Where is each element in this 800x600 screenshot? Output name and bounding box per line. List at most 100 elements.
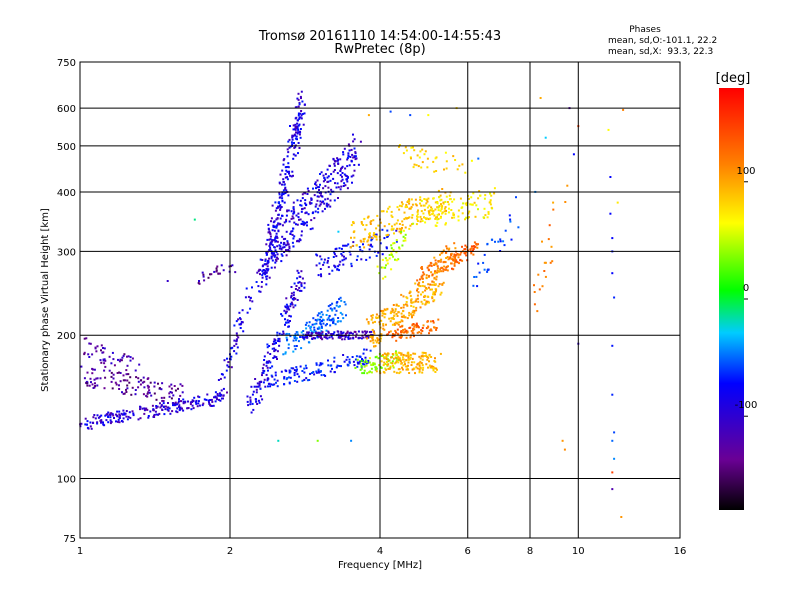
- data-point: [289, 320, 291, 322]
- data-point: [313, 323, 316, 326]
- data-point: [315, 322, 318, 325]
- data-point: [292, 153, 295, 156]
- data-point: [361, 358, 363, 360]
- data-point: [466, 259, 469, 262]
- data-point: [302, 333, 305, 336]
- data-point: [319, 318, 321, 321]
- data-point: [296, 333, 299, 336]
- data-point: [278, 344, 281, 347]
- data-point: [439, 199, 442, 202]
- data-point: [122, 374, 125, 377]
- data-point: [125, 391, 128, 393]
- data-point: [342, 185, 345, 187]
- data-point: [454, 247, 457, 250]
- data-point: [366, 372, 369, 375]
- data-point: [321, 327, 323, 329]
- data-point: [161, 382, 164, 385]
- data-point: [259, 395, 262, 398]
- data-point: [222, 387, 225, 390]
- data-point: [376, 214, 379, 217]
- data-point: [343, 360, 346, 363]
- data-point: [428, 264, 431, 267]
- data-point: [203, 398, 206, 401]
- data-point: [109, 422, 112, 425]
- data-point: [418, 284, 421, 287]
- data-point: [261, 276, 264, 279]
- data-point: [261, 372, 264, 374]
- data-point: [326, 197, 329, 200]
- data-point: [426, 200, 429, 203]
- data-point: [313, 326, 316, 329]
- data-point: [403, 331, 406, 334]
- data-point: [88, 356, 91, 358]
- data-point: [541, 240, 543, 243]
- data-point: [226, 391, 228, 394]
- data-point: [296, 277, 299, 280]
- data-point: [283, 383, 286, 386]
- data-point: [354, 335, 357, 338]
- data-point: [305, 327, 308, 330]
- data-point: [172, 402, 175, 405]
- data-point: [429, 328, 432, 331]
- data-point: [143, 380, 146, 383]
- data-point: [276, 358, 278, 360]
- data-point: [340, 332, 343, 335]
- data-point: [296, 299, 299, 301]
- grid-lines: [80, 62, 680, 538]
- data-point: [412, 323, 415, 325]
- colorbar: [719, 88, 744, 510]
- data-point: [352, 337, 355, 340]
- data-point: [271, 252, 274, 255]
- data-point: [275, 251, 278, 254]
- data-point: [111, 413, 114, 416]
- data-point: [409, 294, 412, 297]
- data-point: [432, 209, 435, 212]
- data-point: [418, 281, 421, 284]
- data-point: [219, 272, 221, 275]
- y-tick-label: 100: [57, 475, 76, 486]
- data-point: [361, 372, 364, 375]
- data-point: [147, 385, 150, 388]
- data-point: [402, 353, 405, 356]
- data-point: [620, 516, 623, 518]
- data-point: [96, 422, 99, 425]
- data-point: [320, 273, 322, 276]
- data-point: [394, 361, 397, 364]
- data-point: [230, 355, 233, 358]
- data-point: [121, 420, 124, 423]
- data-point: [372, 363, 374, 366]
- data-point: [170, 383, 173, 386]
- data-point: [349, 337, 352, 340]
- data-point: [282, 181, 285, 183]
- data-point: [453, 264, 456, 267]
- data-point: [473, 241, 476, 244]
- data-point: [378, 342, 380, 345]
- data-point: [345, 178, 348, 181]
- data-point: [420, 210, 423, 213]
- data-point: [393, 242, 396, 245]
- data-point: [266, 265, 269, 268]
- data-point: [421, 284, 424, 287]
- data-point: [269, 233, 272, 236]
- data-point: [425, 363, 428, 366]
- data-point: [318, 364, 321, 367]
- data-point: [322, 263, 325, 266]
- data-point: [362, 243, 364, 246]
- data-point: [249, 296, 252, 299]
- data-point: [389, 366, 392, 369]
- data-point: [292, 306, 295, 309]
- data-point: [296, 138, 298, 141]
- data-point: [509, 218, 512, 221]
- data-point: [458, 253, 461, 256]
- data-point: [386, 364, 389, 366]
- data-point: [270, 266, 273, 269]
- data-point: [413, 367, 416, 370]
- data-point: [319, 315, 322, 318]
- data-point: [319, 268, 322, 270]
- data-point: [611, 344, 614, 347]
- data-point: [103, 369, 106, 372]
- data-point: [439, 209, 442, 212]
- data-point: [119, 380, 122, 383]
- data-point: [340, 167, 342, 170]
